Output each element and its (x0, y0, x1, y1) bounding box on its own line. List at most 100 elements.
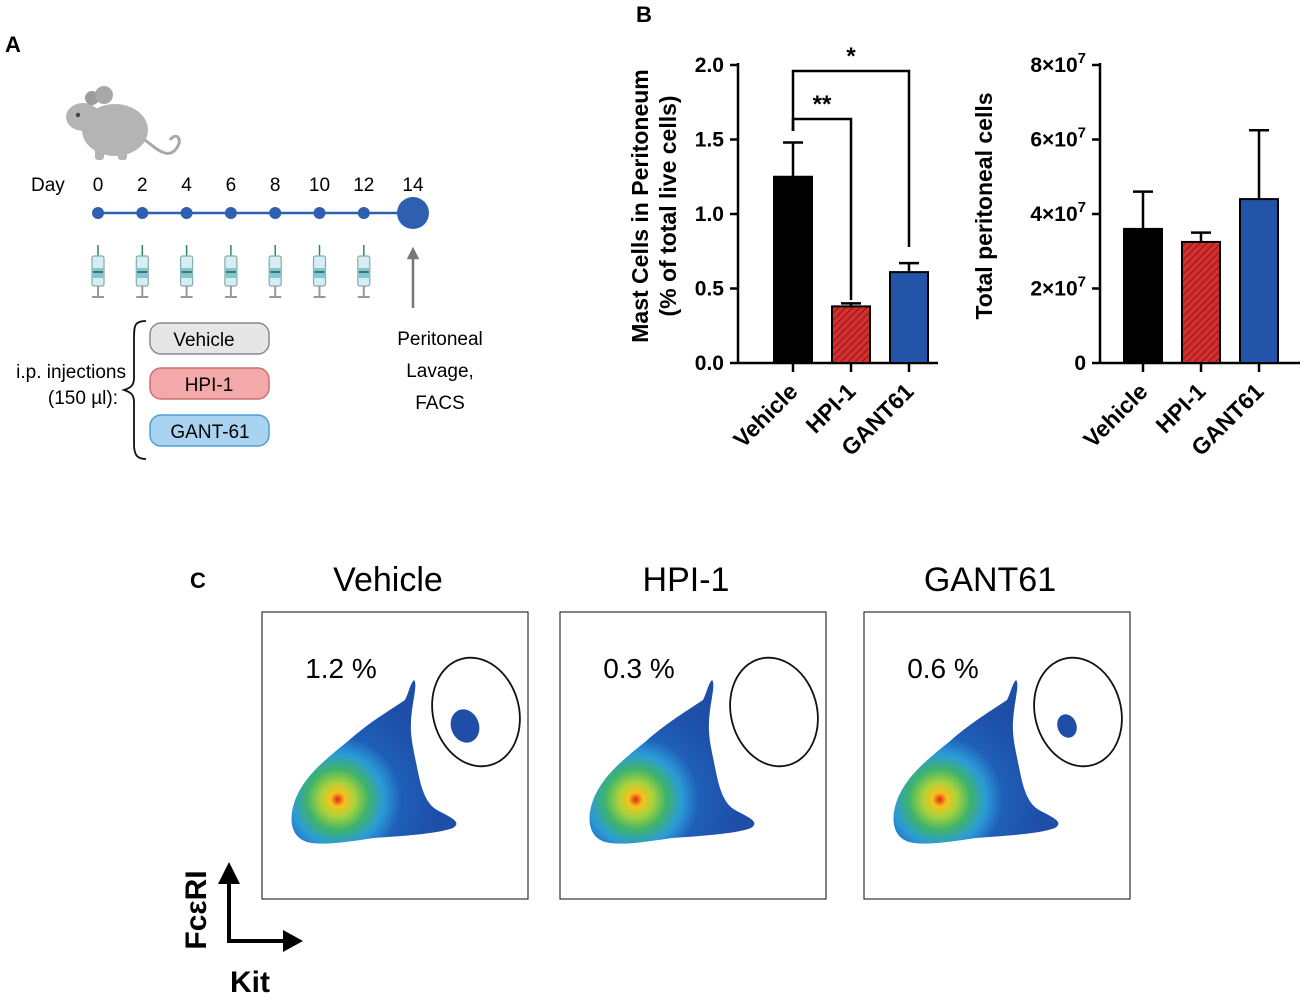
facs-density-population (291, 680, 457, 844)
treatment-label-gant61: GANT-61 (170, 422, 249, 443)
facs-mast-cell-gate (1033, 656, 1123, 768)
facs-mast-cell-population (1057, 714, 1077, 738)
facs-plot-title: Vehicle (333, 561, 443, 599)
day-tick-0: 0 (93, 175, 104, 196)
mouse-icon (66, 86, 181, 160)
facs-plot-1: Vehicle 1.2 % (261, 561, 529, 900)
chart1-bar-vehicle (1123, 227, 1163, 364)
timeline-endpoint-dot (397, 197, 429, 229)
syringe-icon (91, 245, 105, 298)
chart0-bar-gant61 (889, 271, 929, 364)
facs-mast-cell-gate (729, 656, 819, 768)
chart1-ytick-label: 4×107 (1030, 199, 1086, 226)
facs-gate-percent: 0.3 % (603, 653, 675, 684)
timeline-dot (180, 207, 193, 219)
timeline-dot (269, 207, 282, 219)
day-tick-6: 6 (226, 175, 237, 196)
facs-density-population (589, 680, 755, 844)
day-tick-4: 4 (181, 175, 192, 196)
day-tick-8: 8 (270, 175, 281, 196)
chart2-ylabel: Total peritoneal cells (971, 92, 997, 319)
chart0-bar-vehicle (773, 175, 813, 364)
chart1-ytick-label: 0 (1074, 352, 1086, 375)
syringe-icons (91, 245, 371, 298)
syringe-icon (357, 245, 371, 298)
syringe-icon (135, 245, 149, 298)
chart0-ytick-label: 1.5 (695, 129, 725, 152)
kit-axis-label: Kit (230, 966, 270, 998)
fceri-arrow-icon (218, 862, 240, 884)
endpoint-line-1: Peritoneal (397, 329, 483, 350)
chart1-ytick-label: 8×107 (1030, 50, 1086, 77)
chart1-ytick-label: 2×107 (1030, 274, 1086, 301)
treatment-pill-gant61-box (149, 414, 270, 447)
chart0-significance-bracket (791, 117, 853, 300)
chart1-ytick-exponent: 7 (1078, 274, 1086, 291)
day-tick-12: 12 (353, 175, 374, 196)
facs-plots: Vehicle 1.2 % HPI-1 0.3 % GANT61 0.6 % (261, 561, 1131, 900)
endpoint-line-3: FACS (415, 393, 465, 414)
day-tick-14: 14 (402, 175, 424, 196)
day-tick-2: 2 (137, 175, 148, 196)
treatment-pill-hpi1: HPI-1 (149, 367, 270, 400)
chart0-significance-label: ** (813, 91, 832, 118)
chart0-ytick-label: 1.0 (695, 203, 724, 226)
treatment-pill-gant61: GANT-61 (149, 414, 270, 447)
facs-density-population (893, 680, 1059, 844)
facs-gate-percent: 1.2 % (305, 653, 377, 684)
fceri-axis-label: FcεRI (180, 870, 213, 949)
chart0-bar-hpi-1 (831, 305, 871, 365)
panel-label-b: B (636, 2, 652, 27)
facs-mast-cell-gate (431, 656, 521, 768)
day-tick-10: 10 (309, 175, 330, 196)
chart1-ytick-exponent: 7 (1078, 125, 1086, 142)
syringe-icon (224, 245, 238, 298)
facs-mast-cell-population (450, 709, 480, 743)
facs-plot-title: HPI-1 (643, 561, 730, 599)
chart1-ytick-base: 4×10 (1030, 203, 1077, 226)
brace (121, 320, 147, 460)
chart1-ytick-base: 6×10 (1030, 129, 1077, 152)
syringe-icon (268, 245, 282, 298)
treatment-pill-hpi1-box (149, 367, 270, 400)
chart0-ytick-label: 2.0 (695, 54, 724, 77)
chart1-ytick-base: 8×10 (1030, 54, 1077, 77)
panel-label-c: C (190, 568, 206, 593)
chart1-bar-gant61 (1239, 198, 1279, 364)
facs-plot-title: GANT61 (924, 561, 1056, 599)
chart0-category-label: Vehicle (728, 378, 802, 452)
chart-mast-cells: Mast Cells in Peritoneum (% of total liv… (627, 43, 938, 461)
chart1-ytick-base: 2×10 (1030, 278, 1077, 301)
chart1-bar-hpi-1 (1181, 240, 1221, 364)
chart1-category-label: Vehicle (1078, 378, 1152, 452)
kit-arrow-icon (283, 930, 303, 952)
timeline-dot (357, 207, 370, 219)
day-tick-labels: 0 2 4 6 8 10 12 14 (93, 175, 424, 196)
injection-label-line-2: (150 µl): (48, 388, 118, 409)
chart1-ytick-exponent: 7 (1078, 199, 1086, 216)
treatment-label-hpi1: HPI-1 (185, 375, 234, 396)
chart1-ylabel-line-2: (% of total live cells) (655, 95, 681, 316)
chart1-ylabel-line-1: Mast Cells in Peritoneum (627, 69, 653, 343)
chart0-significance-label: * (846, 43, 856, 70)
timeline-dot (136, 207, 149, 219)
timeline-dot (313, 207, 326, 219)
panel-label-a: A (5, 32, 21, 57)
syringe-icon (312, 245, 327, 298)
timeline-dots (92, 197, 429, 229)
syringe-icon (180, 245, 194, 298)
timeline-dot (92, 207, 104, 219)
timeline-dot (224, 207, 237, 219)
facs-plot-3: GANT61 0.6 % (863, 561, 1131, 900)
chart1-ytick-exponent: 7 (1078, 50, 1086, 67)
treatment-pill-vehicle: Vehicle (149, 322, 270, 355)
chart0-ytick-label: 0.0 (695, 352, 724, 375)
facs-gate-percent: 0.6 % (907, 653, 979, 684)
treatment-pill-vehicle-box (149, 322, 270, 355)
treatment-label-vehicle: Vehicle (173, 330, 234, 351)
chart0-significance-bracket (791, 69, 911, 247)
facs-plot-2: HPI-1 0.3 % (559, 561, 827, 900)
injection-label-line-1: i.p. injections (16, 362, 126, 383)
